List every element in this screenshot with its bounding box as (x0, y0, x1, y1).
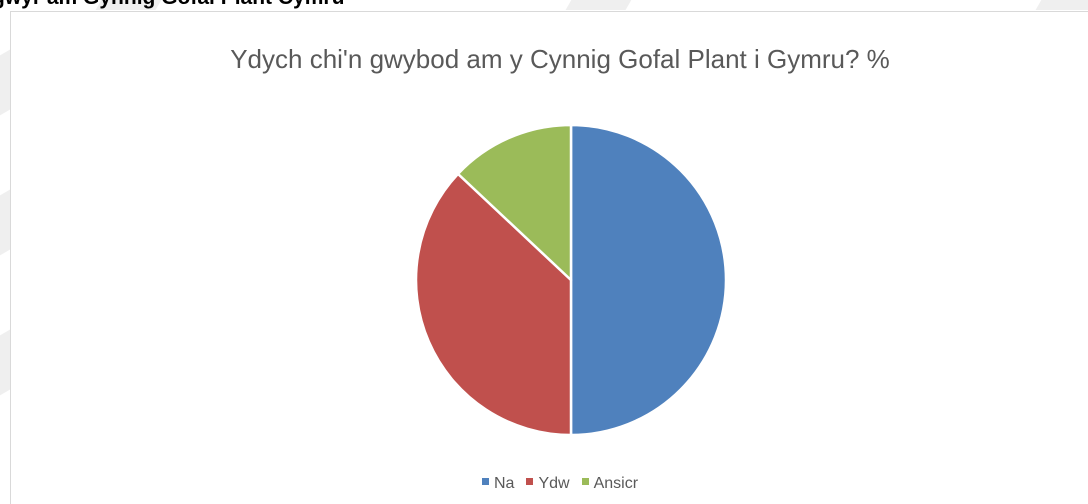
chart-title: Ydych chi'n gwybod am y Cynnig Gofal Pla… (230, 44, 890, 74)
legend-item-ydw: Ydw (526, 475, 570, 493)
chart-area: Ydych chi'n gwybod am y Cynnig Gofal Pla… (10, 11, 1088, 504)
section-heading: gwyr am Gynnig Gofal Plant Cymru (0, 0, 344, 10)
legend-label: Ydw (538, 475, 570, 492)
legend-swatch (481, 478, 489, 486)
watermark-shape (1035, 0, 1088, 10)
legend-swatch (581, 478, 589, 486)
pie-slice-ydw (414, 172, 573, 437)
pie-chart (414, 123, 728, 437)
legend-item-na: Na (481, 475, 515, 493)
pie-slice-na (569, 123, 728, 437)
watermark-shape (565, 0, 655, 10)
legend-label: Ansicr (593, 475, 639, 492)
pie-slice-ansicr (456, 123, 573, 282)
chart-legend: Na Ydw Ansicr (11, 475, 1088, 493)
legend-label: Na (493, 475, 515, 492)
legend-swatch (526, 478, 534, 486)
legend-item-ansicr: Ansicr (581, 475, 639, 493)
